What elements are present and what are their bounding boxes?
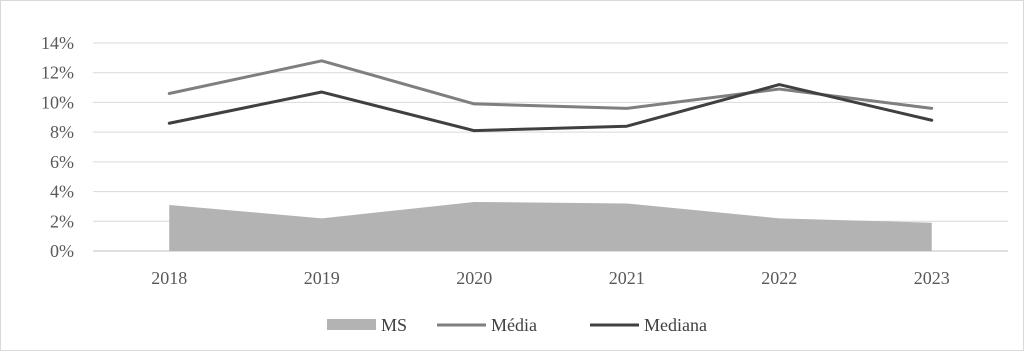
y-tick-label: 10% — [41, 92, 74, 112]
series-line-mediana — [167, 83, 934, 133]
x-tick-label: 2019 — [304, 268, 340, 288]
legend-label: Mediana — [644, 315, 707, 335]
x-tick-label: 2023 — [914, 268, 950, 288]
legend-label: MS — [381, 315, 407, 335]
legend: MS Média Mediana — [327, 315, 707, 335]
x-tick-label: 2021 — [609, 268, 645, 288]
y-tick-label: 4% — [50, 182, 74, 202]
y-tick-label: 14% — [41, 33, 74, 53]
x-tick-label: 2018 — [151, 268, 187, 288]
y-tick-label: 12% — [41, 63, 74, 83]
y-tick-label: 0% — [50, 241, 74, 261]
x-tick-label: 2022 — [761, 268, 797, 288]
series-area-ms — [169, 201, 932, 251]
plot-area — [167, 59, 934, 251]
series-line-m-dia — [167, 59, 934, 110]
legend-swatch-ms — [327, 319, 376, 330]
legend-label: Média — [491, 315, 537, 335]
x-tick-label: 2020 — [456, 268, 492, 288]
y-tick-label: 8% — [50, 122, 74, 142]
y-axis-tick-labels: 0% 2% 4% 6% 8% 10% 12% 14% — [41, 33, 74, 261]
y-tick-label: 6% — [50, 152, 74, 172]
x-axis-tick-labels: 2018 2019 2020 2021 2022 2023 — [151, 268, 950, 288]
y-tick-label: 2% — [50, 211, 74, 231]
